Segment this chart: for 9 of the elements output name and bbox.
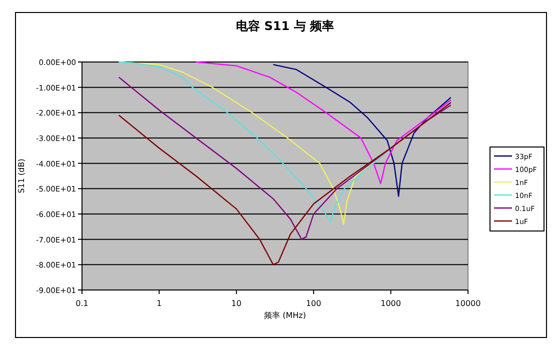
- x-tick-label: 100: [306, 299, 322, 308]
- x-axis-title: 频率 (MHz): [264, 311, 306, 320]
- x-tick-label: 1000: [380, 299, 401, 308]
- x-tick-label: 0.1: [76, 299, 88, 308]
- x-tick-label: 10000: [455, 299, 481, 308]
- x-tick-label: 10: [231, 299, 242, 308]
- chart-title: 电容 S11 与 频率: [236, 19, 334, 33]
- y-axis-title: S11 (dB): [17, 158, 26, 194]
- x-tick-label: 1: [156, 299, 162, 308]
